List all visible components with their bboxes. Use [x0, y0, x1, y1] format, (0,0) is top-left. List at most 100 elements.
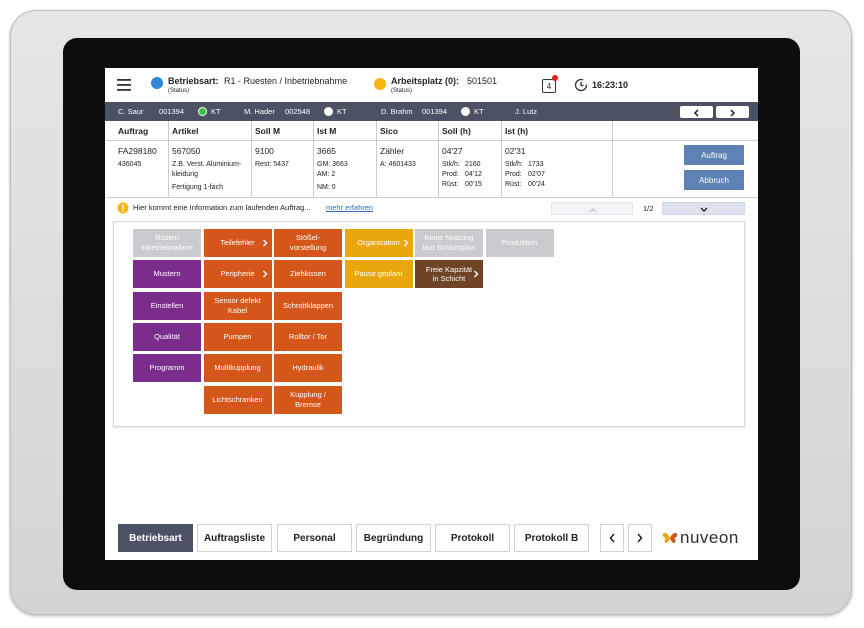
brand-name: nuveon	[680, 528, 739, 547]
staff-id: 001394	[159, 107, 185, 116]
reason-tile[interactable]: Kupplung / Bremse	[274, 385, 342, 414]
column-separator	[438, 121, 439, 197]
reason-tile[interactable]: Hydraulik	[274, 354, 342, 383]
tile-label: Rüsten	[155, 233, 179, 243]
staff-name: C. Saur	[118, 107, 144, 116]
tile-label: Multikupplung	[214, 363, 261, 373]
staff-prev-button[interactable]	[680, 106, 713, 118]
cell-line: NM: 0	[317, 184, 336, 191]
tab[interactable]: Protokoll	[435, 524, 510, 552]
reason-tile[interactable]: Rolltor / Tor	[274, 322, 342, 351]
tile-label: Peripherie	[220, 269, 255, 279]
cell-line: Z.B. Verst. Aluminium-	[172, 161, 242, 168]
tile-arrow	[474, 270, 479, 278]
tile-label: Lichtschranken	[212, 394, 263, 404]
reason-tile[interactable]: Rüsten Inbetriebnahme	[133, 229, 201, 257]
page-up-button[interactable]	[551, 202, 633, 215]
tile-label: Bremse	[295, 399, 321, 409]
cell-line: A: 4601433	[380, 161, 416, 168]
tab[interactable]: Personal	[277, 524, 352, 552]
page-down-button[interactable]	[662, 202, 745, 215]
column-separator	[168, 121, 169, 197]
reason-tile[interactable]: Lichtschranken	[203, 385, 272, 414]
cell-line-value: 00'15	[465, 181, 482, 188]
staff-status-dot	[324, 107, 333, 116]
cell-line-value: 1733	[528, 161, 544, 168]
staff-role: KT	[474, 107, 484, 116]
reason-tile[interactable]: Schrottklappen	[274, 291, 342, 320]
reason-tile[interactable]: Pumpen	[203, 322, 272, 351]
column-header: Soll M	[255, 126, 281, 136]
staff-status-dot	[198, 107, 207, 116]
reason-tile[interactable]: Ziehkissen	[274, 260, 342, 289]
reason-tile[interactable]: Peripherie	[203, 260, 272, 289]
column-separator	[612, 121, 613, 197]
staff-id: 002548	[285, 107, 311, 116]
notification-dot	[552, 75, 558, 81]
reason-tile[interactable]: Qualität	[133, 322, 201, 351]
tile-label: Schrottklappen	[282, 300, 334, 310]
tile-label: Programm	[149, 363, 185, 373]
reason-tile[interactable]: Teilefehler	[203, 229, 272, 257]
menu-icon[interactable]	[117, 79, 132, 92]
staff-name: M. Hader	[244, 107, 275, 116]
reason-tile[interactable]: Einstellen	[133, 291, 201, 320]
tile-arrow	[403, 239, 408, 247]
cell-line-label: Prod:	[505, 171, 522, 178]
staff-name: D. Brahm	[381, 107, 413, 116]
tile-label: Kabel	[227, 305, 248, 315]
cell-main: 567050	[172, 146, 201, 156]
tile-label: Einstellen	[150, 300, 184, 310]
staff-next-button[interactable]	[716, 106, 749, 118]
tab-prev-button[interactable]	[600, 524, 624, 552]
tab[interactable]: Auftragsliste	[197, 524, 272, 552]
column-header: Sico	[380, 126, 398, 136]
cell-line: Rest: 5437	[255, 161, 289, 168]
info-link[interactable]: mehr erfahren	[326, 203, 374, 212]
reason-tile[interactable]: Sensor defekt Kabel	[203, 291, 272, 320]
tile-label: Sensor defekt	[214, 295, 261, 305]
action-button[interactable]: Auftrag	[684, 145, 744, 165]
cell-main: 02'31	[505, 146, 526, 156]
reason-tile[interactable]: Keine Nutzung laut Schichtplan	[415, 229, 483, 257]
column-separator	[501, 121, 502, 197]
tab[interactable]: Begründung	[356, 524, 431, 552]
column-separator	[376, 121, 377, 197]
cell-line-value: 02'07	[528, 171, 545, 178]
tab[interactable]: Protokoll B	[514, 524, 589, 552]
tab-next-button[interactable]	[628, 524, 652, 552]
mode-status: (Status)	[168, 88, 190, 94]
reason-tile[interactable]: Mustern	[133, 260, 201, 289]
action-button[interactable]: Abbruch	[684, 170, 744, 190]
tile-label: Freie Kapzität	[425, 264, 473, 274]
cell-line-label: Prod:	[442, 171, 459, 178]
tile-label: Stößel-	[295, 233, 321, 243]
reason-tile[interactable]: Produktion	[485, 229, 554, 257]
tile-label: Ziehkissen	[290, 269, 326, 279]
cell-line-value: 04'12	[465, 171, 482, 178]
staff-status-dot	[461, 107, 470, 116]
reason-tile[interactable]: Freie Kapzität in Schicht	[415, 260, 483, 289]
cell-main: 3665	[317, 146, 336, 156]
cell-line-label: Stk/h:	[442, 161, 460, 168]
tile-label: laut Schichtplan	[422, 243, 476, 252]
reason-tile[interactable]: Stößel-vorstellung	[274, 229, 342, 257]
workplace-value: 501501	[467, 76, 498, 86]
reason-tile[interactable]: Multikupplung	[203, 354, 272, 383]
workplace-status: (Status)	[391, 88, 413, 94]
reason-tile[interactable]: Pause geplant	[344, 260, 413, 289]
column-header: Artikel	[172, 126, 199, 136]
cell-main: Zähler	[380, 146, 405, 156]
column-header: Soll (h)	[442, 126, 471, 136]
tab[interactable]: Betriebsart	[118, 524, 193, 552]
tile-label: vorstellung	[289, 243, 327, 252]
clock-icon	[574, 78, 588, 92]
cell-line-value: 00'24	[528, 181, 545, 188]
tile-label: Produktion	[501, 238, 538, 248]
cell-line: kleidung	[172, 171, 199, 178]
notification-badge[interactable]: 4	[542, 79, 556, 93]
reason-tile[interactable]: Programm	[133, 354, 201, 383]
reason-tile[interactable]: Organisation	[344, 229, 413, 257]
info-icon	[117, 202, 129, 214]
